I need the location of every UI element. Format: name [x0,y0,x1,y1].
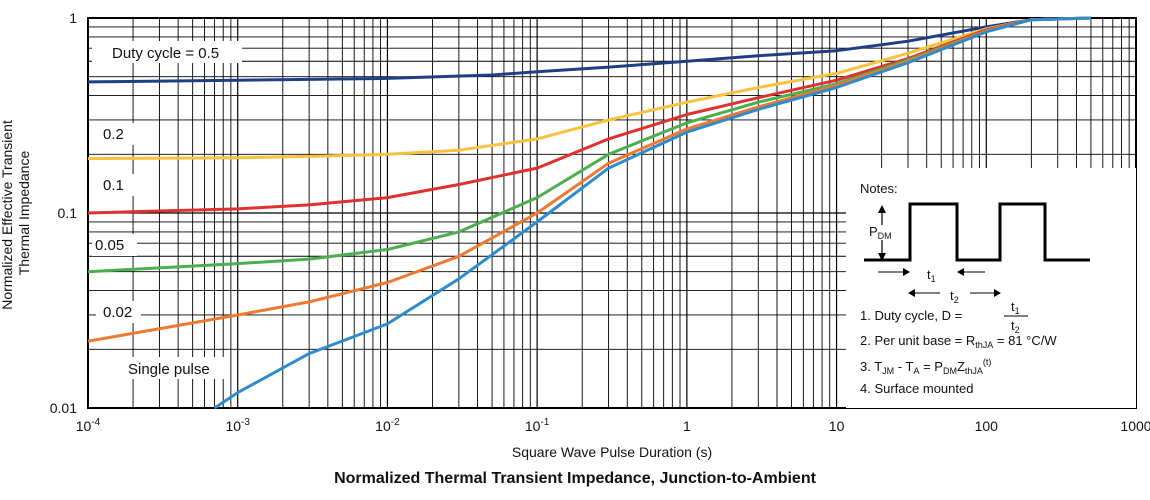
pulse-waveform [864,202,1090,262]
series-label-0.05: 0.05 [95,237,124,254]
series-label-duty-cycle: Duty cycle = 0.5 [112,45,219,62]
thermal-impedance-chart: 10-4 10-3 10-2 10-1 1 10 100 1000 0.01 0.1 1 Duty … [0,10,1150,460]
x-tick-label: 10-2 [375,417,400,434]
x-tick-label: 10-4 [76,417,101,434]
series-label-single-pulse: Single pulse [128,361,210,378]
x-tick-label: 100 [975,418,999,434]
notes-heading: Notes: [860,181,898,196]
series-label-0.2: 0.2 [103,126,124,143]
x-axis-title: Square Wave Pulse Duration (s) [512,444,712,460]
x-tick-label: 10-1 [525,417,550,434]
x-tick-label: 10 [829,418,845,434]
grid [87,18,1136,409]
series-line-0 [87,16,1091,84]
t1-label: t1 [927,267,936,284]
pdm-label: PDM [869,224,892,241]
label-0.02: 0.02 [96,301,141,323]
series-line-1 [87,16,1091,161]
label-duty-05: Duty cycle = 0.5 [92,41,242,63]
label-single-pulse: Single pulse [122,357,230,379]
series-group [87,16,1091,410]
series-line-5 [213,16,1091,410]
note-1-numerator: t1 [1011,299,1020,316]
y-tick-label: 0.01 [50,400,77,416]
note-2: 2. Per unit base = RthJA = 81 °C/W [860,333,1057,350]
label-0.1: 0.1 [96,174,136,196]
y-tick-label: 1 [69,10,77,26]
x-tick-label: 1000 [1120,418,1150,434]
note-1-denominator: t2 [1011,318,1020,335]
y-tick-label: 0.1 [58,205,78,221]
y-axis-title: Normalized Effective Transient Thermal I… [0,116,32,310]
x-tick-label: 10-3 [225,417,250,434]
note-3: 3. TJM - TA = PDMZthJA(t) [860,357,991,376]
note-4: 4. Surface mounted [860,381,973,396]
series-label-0.1: 0.1 [103,177,124,194]
x-tick-label: 1 [683,418,691,434]
tick-labels: 10-4 10-3 10-2 10-1 1 10 100 1000 0.01 0.1 1 [50,10,1150,434]
t2-label: t2 [950,288,959,305]
label-0.2: 0.2 [96,123,136,145]
series-label-0.02: 0.02 [103,304,132,321]
notes-box: Notes: PDM t1 t2 1. Duty cycle, D = t1 t… [846,168,1136,408]
note-1: 1. Duty cycle, D = [860,308,962,323]
label-0.05: 0.05 [92,234,137,256]
chart-title: Normalized Thermal Transient Impedance, … [334,470,816,487]
